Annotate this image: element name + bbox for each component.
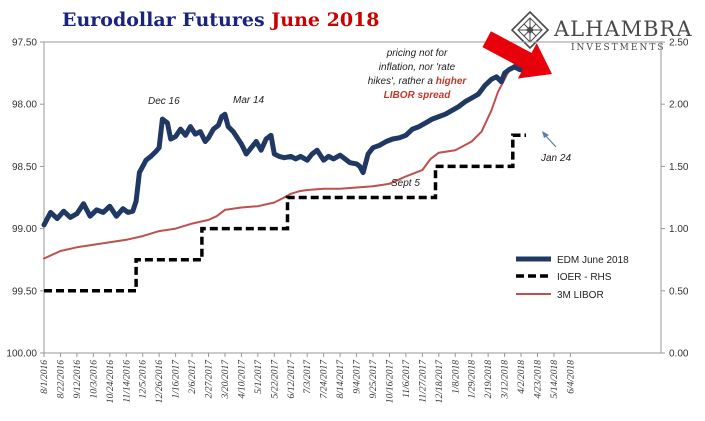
x-tick-label: 9/25/2017: [369, 359, 379, 399]
left-tick-label: 97.50: [12, 38, 37, 49]
x-tick-label: 10/24/2016: [106, 360, 116, 404]
x-tick-label: 2/19/2018: [484, 360, 494, 399]
x-tick-label: 9/4/2017: [353, 359, 363, 394]
legend-item-ioer: IOER - RHS: [516, 272, 612, 283]
legend-item-edm: EDM June 2018: [516, 255, 629, 266]
x-tick-label: 12/26/2016: [155, 360, 165, 404]
x-tick-label: 3/20/2017: [221, 359, 231, 400]
x-tick-label: 4/10/2017: [237, 359, 247, 399]
legend: EDM June 2018 IOER - RHS 3M LIBOR: [516, 255, 629, 301]
right-tick-label: 1.00: [669, 224, 689, 235]
legend-label-libor: 3M LIBOR: [557, 290, 604, 301]
legend-item-libor: 3M LIBOR: [516, 290, 604, 301]
annotation-sept-5: Sept 5: [391, 178, 420, 189]
callout-line-3-prefix: hikes', rather a: [368, 76, 436, 87]
brand-name: Alhambra: [553, 17, 693, 41]
x-tick-label: 3/12/2018: [501, 360, 511, 400]
red-arrow-icon: [482, 31, 553, 79]
legend-label-edm: EDM June 2018: [557, 255, 629, 266]
left-axis: 97.50 98.00 98.50 99.00 99.50 100.00: [6, 38, 44, 360]
x-tick-label: 8/22/2016: [56, 360, 66, 399]
x-tick-label: 8/14/2017: [336, 359, 346, 399]
callout-line-3-red: higher: [436, 76, 468, 87]
callout-line-2: inflation, nor 'rate: [379, 62, 456, 73]
chart-title-red: June 2018: [269, 9, 379, 31]
series-line-0: [41, 64, 527, 228]
chart-title: Eurodollar Futures June 2018: [62, 9, 379, 31]
plot-area: [43, 41, 662, 354]
annotation-dec-16: Dec 16: [148, 96, 180, 107]
x-tick-label: 4/2/2018: [517, 360, 527, 394]
right-tick-label: 1.50: [669, 162, 689, 173]
brand-subtitle: INVESTMENTS: [571, 43, 666, 53]
brand-logo: Alhambra INVESTMENTS: [510, 10, 693, 53]
callout-line-3: hikes', rather a higher: [368, 76, 468, 87]
x-tick-label: 6/12/2017: [287, 359, 297, 399]
x-tick-label: 11/14/2016: [122, 360, 132, 403]
right-tick-label: 0.00: [669, 349, 689, 360]
jan-24-arrow: [542, 131, 557, 148]
x-tick-label: 10/16/2017: [385, 359, 395, 404]
annotation-jan-24: Jan 24: [540, 153, 571, 164]
right-axis: 2.50 2.00 1.50 1.00 0.50 0.00: [661, 38, 689, 360]
x-tick-label: 10/3/2016: [89, 360, 99, 399]
x-tick-label: 7/24/2017: [320, 359, 330, 399]
x-tick-label: 1/8/2018: [451, 360, 461, 394]
series-layer: [41, 62, 527, 293]
left-tick-label: 99.50: [12, 286, 37, 297]
x-tick-label: 9/12/2016: [73, 360, 83, 399]
x-tick-label: 4/23/2018: [534, 360, 544, 399]
x-tick-label: 8/1/2016: [40, 360, 50, 394]
callout: pricing not for inflation, nor 'rate hik…: [368, 48, 468, 101]
right-tick-label: 2.00: [669, 100, 689, 111]
x-tick-label: 5/1/2017: [254, 359, 264, 394]
x-tick-label: 11/6/2017: [402, 359, 412, 398]
x-tick-label: 5/14/2018: [550, 360, 560, 399]
left-tick-label: 98.00: [12, 100, 37, 111]
x-tick-label: 11/27/2017: [418, 359, 428, 403]
diamond-lattice-icon: [510, 10, 550, 50]
x-tick-label: 12/5/2016: [139, 360, 149, 399]
legend-label-ioer: IOER - RHS: [557, 272, 612, 283]
chart-title-main: Eurodollar Futures: [62, 9, 271, 31]
left-tick-label: 100.00: [6, 349, 37, 360]
right-tick-label: 2.50: [669, 38, 689, 49]
left-tick-label: 98.50: [12, 162, 37, 173]
x-tick-label: 5/22/2017: [270, 359, 280, 399]
annotation-mar-14: Mar 14: [233, 95, 265, 106]
x-axis: 8/1/2016 8/22/2016 9/12/2016 10/3/2016 10/24…: [40, 353, 576, 403]
x-tick-label: 7/3/2017: [303, 359, 313, 394]
x-tick-label: 12/18/2017: [435, 359, 445, 404]
callout-line-4: LIBOR spread: [384, 90, 452, 101]
series-line-2: [43, 62, 519, 260]
right-tick-label: 0.50: [669, 286, 689, 297]
x-tick-label: 1/16/2017: [172, 359, 182, 399]
callout-line-1: pricing not for: [386, 48, 448, 59]
left-tick-label: 99.00: [12, 224, 37, 235]
x-tick-label: 2/27/2017: [205, 359, 215, 399]
x-tick-label: 6/4/2018: [566, 360, 576, 394]
x-tick-label: 1/29/2018: [468, 360, 478, 399]
x-tick-label: 2/6/2017: [188, 359, 198, 394]
